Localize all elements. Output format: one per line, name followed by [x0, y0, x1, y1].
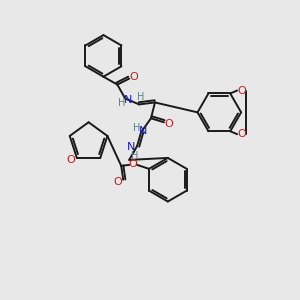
Text: O: O	[67, 155, 75, 165]
Text: O: O	[129, 159, 137, 169]
Text: N: N	[139, 126, 147, 136]
Text: O: O	[238, 129, 247, 139]
Text: O: O	[113, 177, 122, 187]
Text: H: H	[137, 92, 145, 101]
Text: H: H	[131, 151, 139, 161]
Text: N: N	[124, 95, 132, 106]
Text: O: O	[238, 85, 247, 95]
Text: O: O	[164, 119, 173, 129]
Text: H: H	[118, 98, 125, 108]
Text: N: N	[127, 142, 135, 152]
Text: O: O	[130, 72, 139, 82]
Text: H: H	[134, 123, 141, 133]
